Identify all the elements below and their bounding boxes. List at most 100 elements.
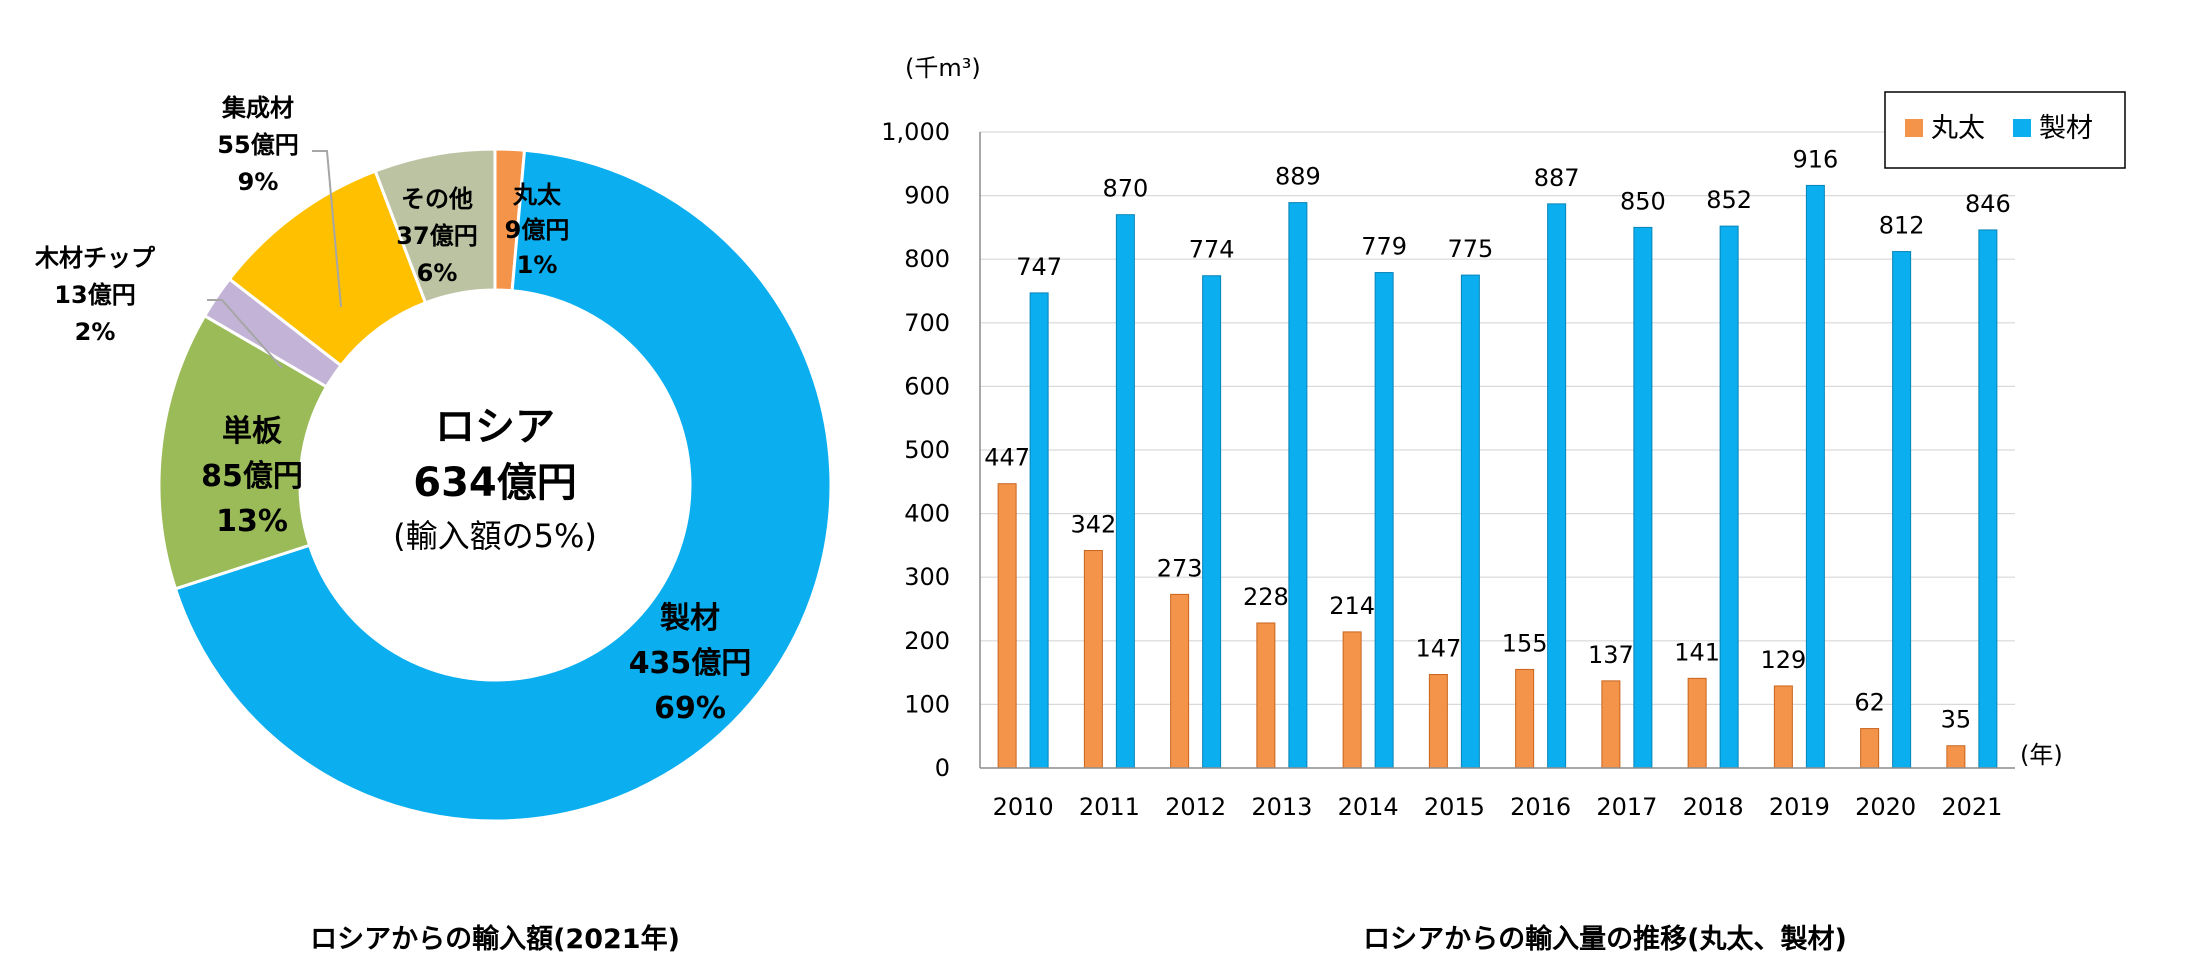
bar-maruta-2010: [997, 483, 1017, 769]
donut-center-line2: 634億円: [413, 460, 577, 506]
x-tick-2021: 2021: [1941, 793, 2002, 821]
y-tick-6: 600: [904, 372, 950, 400]
data-label-seizai-2019: 916: [1792, 145, 1838, 173]
bar-maruta-2014: [1342, 631, 1362, 769]
pie-label-5-line0: その他: [401, 185, 473, 213]
x-tick-2013: 2013: [1251, 793, 1312, 821]
y-tick-3: 300: [904, 563, 950, 591]
data-label-seizai-2010: 747: [1016, 253, 1062, 281]
bar-seizai-2019: [1805, 184, 1825, 769]
bar-maruta-2017: [1601, 680, 1621, 769]
bar-chart-data-labels: 447 747 342 870 273 774 228 889 214 779 147 775 155 8…: [984, 145, 2011, 733]
pie-label-2-line0: 単板: [222, 414, 282, 449]
pie-label-3-line1: 13億円: [54, 281, 135, 309]
data-label-maruta-2021: 35: [1941, 706, 1972, 734]
pie-label-2-line2: 13%: [216, 504, 288, 539]
pie-slice-1: [173, 148, 833, 823]
pie-label-5-line1: 37億円: [396, 222, 477, 250]
donut-center-line1: ロシア: [435, 404, 555, 450]
bar-chart-y-ticks: 0 100 200 300 400 500 600 700 800 900 1,000: [881, 118, 950, 782]
pie-label-4-line1: 55億円: [217, 131, 298, 159]
x-tick-2011: 2011: [1079, 793, 1140, 821]
data-label-seizai-2017: 850: [1620, 187, 1666, 215]
data-label-maruta-2017: 137: [1588, 641, 1634, 669]
bar-seizai-2010: [1029, 292, 1049, 769]
leader-line-shuseizai: [312, 150, 342, 308]
pie-label-1-line0: 製材: [660, 601, 720, 636]
bar-maruta-2016: [1515, 668, 1535, 769]
data-label-seizai-2021: 846: [1965, 190, 2011, 218]
pie-label-4-line2: 9%: [238, 168, 279, 196]
y-tick-4: 400: [904, 500, 950, 528]
bar-maruta-2011: [1083, 549, 1103, 769]
data-label-seizai-2020: 812: [1879, 212, 1925, 240]
data-label-seizai-2012: 774: [1189, 236, 1235, 264]
pie-label-4-line0: 集成材: [221, 94, 294, 122]
data-label-seizai-2018: 852: [1706, 186, 1752, 214]
data-label-maruta-2014: 214: [1329, 592, 1375, 620]
donut-labels: 丸太 9億円 1% 製材 435億円 69% 単板 85億円 13% 木材チップ 13億円 2% 集成材…: [34, 94, 751, 726]
bar-seizai-2012: [1202, 275, 1222, 769]
data-label-maruta-2020: 62: [1854, 689, 1885, 717]
bar-maruta-2013: [1256, 622, 1276, 769]
x-tick-2016: 2016: [1510, 793, 1571, 821]
data-label-maruta-2012: 273: [1157, 554, 1203, 582]
bar-seizai-2020: [1892, 251, 1912, 769]
data-label-maruta-2016: 155: [1502, 629, 1548, 657]
x-tick-2015: 2015: [1424, 793, 1485, 821]
x-tick-2010: 2010: [993, 793, 1054, 821]
y-tick-1: 100: [904, 690, 950, 718]
bar-seizai-2017: [1633, 226, 1653, 769]
bar-maruta-2019: [1773, 685, 1793, 769]
legend-swatch-maruta: [1905, 119, 1923, 137]
bar-seizai-2013: [1288, 202, 1308, 769]
legend-box: [1884, 91, 2126, 169]
pie-slice-5: [373, 147, 497, 305]
bar-maruta-2018: [1687, 677, 1707, 769]
bar-chart-bars: [997, 184, 1998, 769]
bar-maruta-2012: [1170, 593, 1190, 769]
x-tick-2018: 2018: [1683, 793, 1744, 821]
bar-seizai-2016: [1547, 203, 1567, 769]
bar-chart-title: ロシアからの輸入量の推移(丸太、製材): [1363, 923, 1847, 955]
pie-label-5-line2: 6%: [417, 259, 458, 287]
y-tick-10: 1,000: [881, 118, 950, 146]
bar-maruta-2021: [1946, 745, 1966, 769]
data-label-seizai-2015: 775: [1447, 235, 1493, 263]
bar-maruta-2015: [1428, 674, 1448, 769]
x-tick-2014: 2014: [1338, 793, 1399, 821]
bar-seizai-2015: [1460, 274, 1480, 769]
bar-chart-grid: [980, 131, 2015, 706]
donut-chart-title: ロシアからの輸入額(2021年): [310, 923, 680, 955]
bar-chart-unit-label: (千m³): [905, 54, 981, 82]
data-label-seizai-2011: 870: [1102, 175, 1148, 203]
y-tick-7: 700: [904, 309, 950, 337]
data-label-maruta-2015: 147: [1415, 635, 1461, 663]
data-label-seizai-2016: 887: [1534, 164, 1580, 192]
pie-label-3-line2: 2%: [75, 318, 116, 346]
bar-maruta-2020: [1860, 728, 1880, 769]
data-label-maruta-2018: 141: [1674, 638, 1720, 666]
data-label-seizai-2014: 779: [1361, 233, 1407, 261]
x-tick-2017: 2017: [1596, 793, 1657, 821]
pie-label-0-line1: 9億円: [505, 216, 570, 244]
data-label-maruta-2011: 342: [1070, 510, 1116, 538]
y-tick-8: 800: [904, 245, 950, 273]
bar-chart-x-axis-label: (年): [2020, 741, 2063, 769]
data-label-maruta-2010: 447: [984, 444, 1030, 472]
x-tick-2012: 2012: [1165, 793, 1226, 821]
bar-chart-legend: 丸太 製材: [1884, 91, 2126, 169]
y-tick-2: 200: [904, 627, 950, 655]
pie-label-0-line0: 丸太: [512, 181, 562, 209]
bar-chart-x-ticks: 2010 2011 2012 2013 2014 2015 2016 2017 2018 2019…: [993, 793, 2003, 821]
bar-seizai-2021: [1978, 229, 1998, 769]
y-tick-9: 900: [904, 182, 950, 210]
bar-seizai-2018: [1719, 225, 1739, 769]
pie-label-1-line1: 435億円: [629, 646, 752, 681]
leader-line-chip: [207, 299, 283, 369]
x-tick-2019: 2019: [1769, 793, 1830, 821]
pie-label-2-line1: 85億円: [201, 459, 303, 494]
y-tick-0: 0: [935, 754, 950, 782]
legend-label-maruta: 丸太: [1931, 113, 1985, 144]
